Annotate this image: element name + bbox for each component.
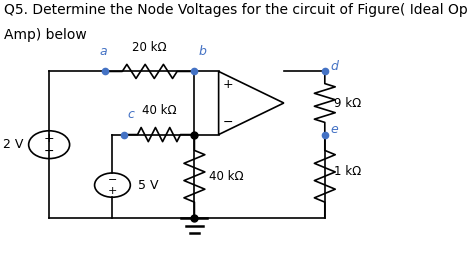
Text: Q5. Determine the Node Voltages for the circuit of Figure( Ideal Op: Q5. Determine the Node Voltages for the … — [4, 3, 468, 17]
Text: c: c — [128, 108, 134, 121]
Text: 40 kΩ: 40 kΩ — [210, 170, 244, 183]
Text: Amp) below: Amp) below — [4, 28, 87, 42]
Text: +: + — [44, 132, 55, 145]
Text: 2 V: 2 V — [3, 138, 23, 151]
Text: 9 kΩ: 9 kΩ — [334, 97, 361, 109]
Text: a: a — [100, 44, 107, 58]
Text: −: − — [223, 116, 233, 129]
Text: 20 kΩ: 20 kΩ — [132, 41, 167, 54]
Text: 40 kΩ: 40 kΩ — [142, 104, 176, 117]
Text: e: e — [330, 123, 338, 136]
Text: +: + — [223, 77, 233, 91]
Text: −: − — [108, 175, 117, 185]
Text: +: + — [108, 186, 117, 196]
Text: b: b — [198, 44, 206, 58]
Text: d: d — [330, 60, 338, 73]
Text: 1 kΩ: 1 kΩ — [334, 165, 361, 178]
Text: 5 V: 5 V — [138, 179, 158, 192]
Text: −: − — [44, 145, 55, 157]
